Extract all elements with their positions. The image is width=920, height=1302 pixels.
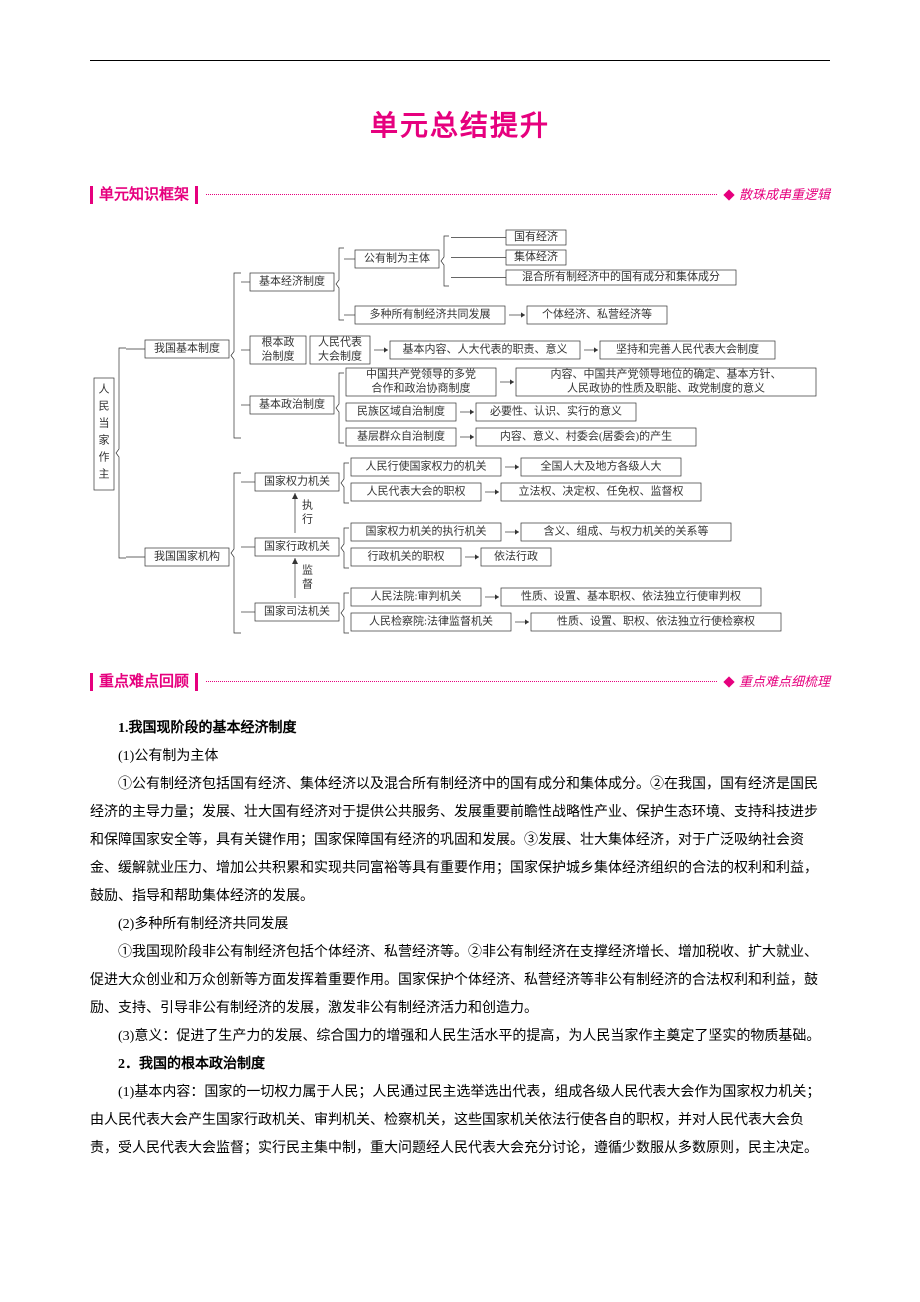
section-label-right: 散珠成串重逻辑 [739,183,830,206]
section-label-left: 重点难点回顾 [99,668,189,695]
vbar-icon [195,673,198,691]
top-rule [90,60,830,61]
vbar-icon [90,186,93,204]
body-p1-label: (1)公有制为主体 [90,743,830,771]
svg-text:国有经济: 国有经济 [514,229,558,243]
section-label-right: 重点难点细梳理 [739,670,830,693]
svg-text:多种所有制经济共同发展: 多种所有制经济共同发展 [370,307,491,321]
svg-text:行政机关的职权: 行政机关的职权 [368,549,445,563]
body-p2-label: (2)多种所有制经济共同发展 [90,911,830,939]
vbar-icon [90,673,93,691]
knowledge-diagram: 人民当家作主 我国基本制度 基本经济制度 公有制为主体 国有经济集体经济混合所有制经济中… [90,228,830,648]
diamond-icon [723,676,734,687]
dotted-divider [206,681,717,683]
diamond-icon [723,189,734,200]
svg-text:内容、意义、村委会(居委会)的产生: 内容、意义、村委会(居委会)的产生 [500,429,672,443]
svg-text:行: 行 [302,513,313,526]
svg-text:立法权、决定权、任免权、监督权: 立法权、决定权、任免权、监督权 [519,484,684,498]
svg-text:基本经济制度: 基本经济制度 [259,274,325,288]
svg-text:基本内容、人大代表的职责、意义: 基本内容、人大代表的职责、意义 [403,342,568,356]
svg-text:人民政协的性质及职能、政党制度的意义: 人民政协的性质及职能、政党制度的意义 [567,381,765,395]
svg-text:内容、中国共产党领导地位的确定、基本方针、: 内容、中国共产党领导地位的确定、基本方针、 [551,367,782,381]
svg-text:坚持和完善人民代表大会制度: 坚持和完善人民代表大会制度 [616,342,759,356]
svg-text:人民检察院:法律监督机关: 人民检察院:法律监督机关 [369,614,493,628]
svg-text:国家权力机关的执行机关: 国家权力机关的执行机关 [366,524,487,538]
svg-text:民族区域自治制度: 民族区域自治制度 [357,404,445,418]
svg-text:人民代表: 人民代表 [318,335,362,349]
vbar-icon [195,186,198,204]
svg-text:我国基本制度: 我国基本制度 [154,341,220,355]
svg-text:人民法院:审判机关: 人民法院:审判机关 [370,589,461,603]
svg-text:作: 作 [99,451,110,464]
body-p3: (3)意义：促进了生产力的发展、综合国力的增强和人民生活水平的提高，为人民当家作… [90,1023,830,1051]
section-header-framework: 单元知识框架 散珠成串重逻辑 [90,181,830,208]
svg-text:家: 家 [99,433,110,447]
svg-text:我国国家机构: 我国国家机构 [154,549,220,563]
svg-text:性质、设置、基本职权、依法独立行使审判权: 性质、设置、基本职权、依法独立行使审判权 [521,589,741,603]
svg-text:含义、组成、与权力机关的关系等: 含义、组成、与权力机关的关系等 [544,524,709,538]
svg-text:依法行政: 依法行政 [494,549,538,563]
svg-text:国家权力机关: 国家权力机关 [264,474,330,488]
svg-text:人民行使国家权力的机关: 人民行使国家权力的机关 [366,459,487,473]
svg-text:全国人大及地方各级人大: 全国人大及地方各级人大 [541,459,662,473]
svg-text:公有制为主体: 公有制为主体 [364,251,430,265]
svg-text:混合所有制经济中的国有成分和集体成分: 混合所有制经济中的国有成分和集体成分 [522,269,720,283]
dotted-divider [206,194,717,196]
svg-text:督: 督 [302,577,313,591]
svg-text:民: 民 [99,401,110,413]
section-header-review: 重点难点回顾 重点难点细梳理 [90,668,830,695]
body-h2: 2．我国的根本政治制度 [90,1051,830,1079]
svg-text:大会制度: 大会制度 [318,349,362,363]
svg-text:国家司法机关: 国家司法机关 [264,604,330,618]
svg-text:人: 人 [99,383,110,396]
body-p1: ①公有制经济包括国有经济、集体经济以及混合所有制经济中的国有成分和集体成分。②在… [90,771,830,911]
body-p4: (1)基本内容：国家的一切权力属于人民；人民通过民主选举选出代表，组成各级人民代… [90,1079,830,1163]
body-text: 1.我国现阶段的基本经济制度 (1)公有制为主体 ①公有制经济包括国有经济、集体… [90,715,830,1163]
svg-text:当: 当 [99,416,110,430]
svg-text:根本政: 根本政 [262,335,295,349]
body-p2: ①我国现阶段非公有制经济包括个体经济、私营经济等。②非公有制经济在支撑经济增长、… [90,939,830,1023]
svg-text:性质、设置、职权、依法独立行使检察权: 性质、设置、职权、依法独立行使检察权 [557,614,755,628]
svg-text:基层群众自治制度: 基层群众自治制度 [357,429,445,443]
svg-text:主: 主 [99,468,110,481]
svg-text:监: 监 [302,564,313,577]
svg-text:合作和政治协商制度: 合作和政治协商制度 [372,381,471,395]
svg-text:集体经济: 集体经济 [514,249,558,263]
diagram-svg: 人民当家作主 我国基本制度 基本经济制度 公有制为主体 国有经济集体经济混合所有制经济中… [90,228,830,648]
svg-text:执: 执 [302,498,313,512]
svg-text:基本政治制度: 基本政治制度 [259,397,325,411]
svg-text:必要性、认识、实行的意义: 必要性、认识、实行的意义 [490,404,622,418]
svg-text:中国共产党领导的多党: 中国共产党领导的多党 [366,367,476,381]
body-h1: 1.我国现阶段的基本经济制度 [90,715,830,743]
svg-text:个体经济、私营经济等: 个体经济、私营经济等 [542,307,652,321]
section-label-left: 单元知识框架 [99,181,189,208]
page-title: 单元总结提升 [90,101,830,151]
svg-text:治制度: 治制度 [262,349,295,363]
svg-text:国家行政机关: 国家行政机关 [264,539,330,553]
svg-text:人民代表大会的职权: 人民代表大会的职权 [367,484,466,498]
